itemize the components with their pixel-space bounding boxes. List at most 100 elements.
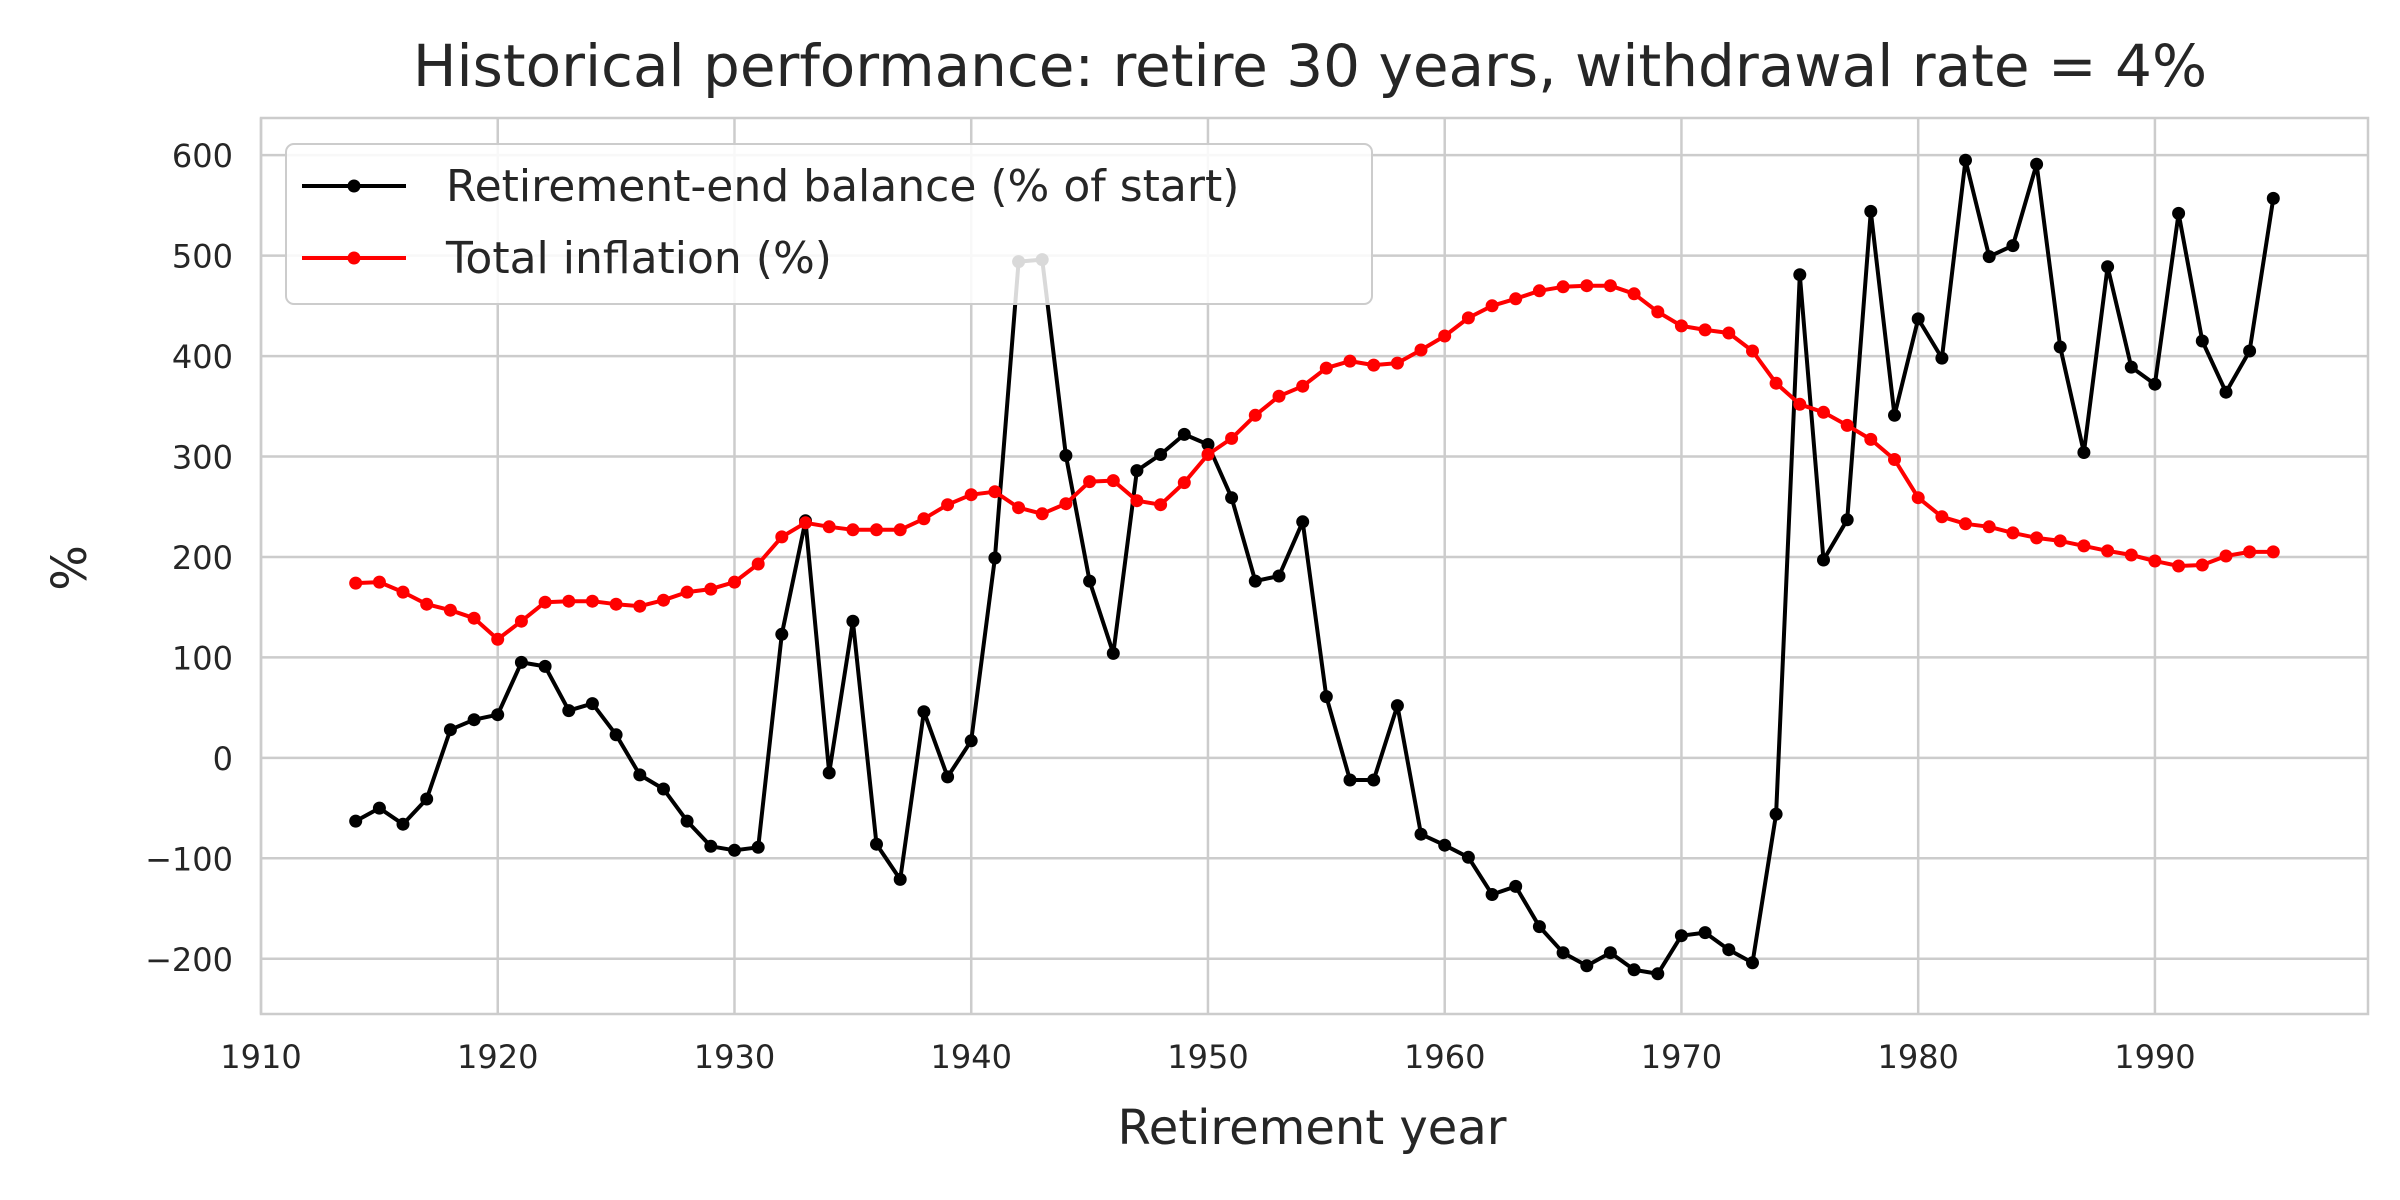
y-tick-label: −200 [145, 941, 233, 979]
data-point [870, 837, 883, 851]
data-point [2101, 544, 2115, 558]
data-point [491, 708, 505, 722]
data-point [799, 516, 812, 530]
data-point [420, 597, 434, 611]
data-point [1367, 773, 1381, 787]
data-point [1154, 448, 1168, 461]
data-point [2124, 548, 2138, 562]
data-point [680, 585, 694, 599]
data-point [1272, 389, 1286, 403]
data-point [1177, 476, 1191, 490]
data-point [2266, 545, 2280, 559]
y-tick-label: 300 [172, 439, 233, 477]
data-point [1485, 888, 1499, 901]
data-point [1083, 574, 1097, 588]
data-point [1627, 963, 1641, 977]
data-point [2077, 446, 2091, 459]
data-point [1438, 329, 1452, 343]
data-point [1390, 699, 1404, 713]
data-point [1532, 284, 1546, 298]
series-line [355, 283, 2274, 642]
x-axis-label: Retirement year [1118, 1100, 1507, 1156]
data-point [1130, 494, 1144, 508]
series-1 [349, 279, 2280, 646]
y-tick-label: 200 [172, 539, 233, 577]
data-point [1296, 379, 1310, 393]
data-point [1722, 326, 1736, 340]
y-tick-label: 400 [172, 338, 233, 376]
data-point [372, 801, 386, 815]
data-point [1177, 427, 1191, 441]
data-point [514, 614, 528, 628]
data-point [988, 485, 1002, 499]
data-point [1698, 926, 1712, 940]
data-point [1698, 323, 1712, 337]
data-point [443, 603, 457, 617]
data-point [1935, 510, 1949, 524]
data-point [2243, 545, 2257, 559]
data-point [728, 843, 741, 857]
data-point [1817, 405, 1830, 419]
data-point [1154, 498, 1168, 512]
data-point [2219, 549, 2233, 563]
data-point [1888, 453, 1901, 466]
data-point [2266, 191, 2280, 205]
data-point [1319, 361, 1333, 375]
data-point [657, 593, 670, 607]
data-point [1674, 319, 1688, 333]
x-tick-label: 1930 [694, 1038, 775, 1076]
x-tick-label: 1920 [457, 1038, 538, 1076]
x-tick-label: 1910 [220, 1038, 301, 1076]
legend-item-balance: Retirement-end balance (% of start) [302, 161, 1239, 212]
data-point [1935, 351, 1949, 365]
data-point [1272, 569, 1286, 583]
data-point [2053, 534, 2067, 548]
data-point [1651, 305, 1665, 319]
data-point [751, 840, 765, 854]
data-point [2101, 260, 2115, 274]
data-point [1012, 501, 1026, 515]
data-point [1343, 773, 1357, 787]
data-point [1083, 475, 1097, 489]
data-point [988, 551, 1002, 565]
data-point [1627, 287, 1641, 301]
data-point [2243, 344, 2257, 358]
plot-area-frame [259, 116, 2370, 1016]
x-tick-label: 1940 [931, 1038, 1012, 1076]
data-point [1864, 204, 1878, 218]
data-point [846, 523, 860, 537]
data-point [941, 770, 955, 784]
data-point [1248, 408, 1262, 422]
legend-item-inflation: Total inflation (%) [302, 233, 832, 284]
data-point [396, 817, 410, 831]
series-line [354, 158, 2276, 976]
data-point [1390, 356, 1404, 370]
data-point [1982, 250, 1996, 264]
data-point [822, 766, 836, 780]
data-point [1225, 491, 1239, 505]
data-point [822, 520, 836, 534]
data-point [1793, 268, 1807, 282]
data-point [1248, 574, 1262, 588]
data-point [2219, 385, 2233, 399]
data-point [2077, 539, 2091, 553]
data-point [1035, 507, 1049, 521]
data-point [657, 782, 670, 796]
legend-marker-inflation [347, 251, 361, 265]
data-point [609, 728, 623, 742]
data-point [1746, 344, 1759, 358]
data-point [1296, 515, 1310, 529]
data-point [633, 768, 647, 782]
data-point [1509, 879, 1523, 893]
data-point [1414, 827, 1428, 841]
data-point [680, 814, 694, 828]
data-point [1201, 448, 1215, 461]
data-point [420, 792, 434, 806]
data-point [1485, 299, 1499, 313]
data-point [1580, 279, 1594, 293]
data-point [1793, 397, 1807, 411]
data-point [2172, 206, 2186, 220]
data-point [2172, 559, 2186, 573]
data-point [2148, 554, 2162, 568]
